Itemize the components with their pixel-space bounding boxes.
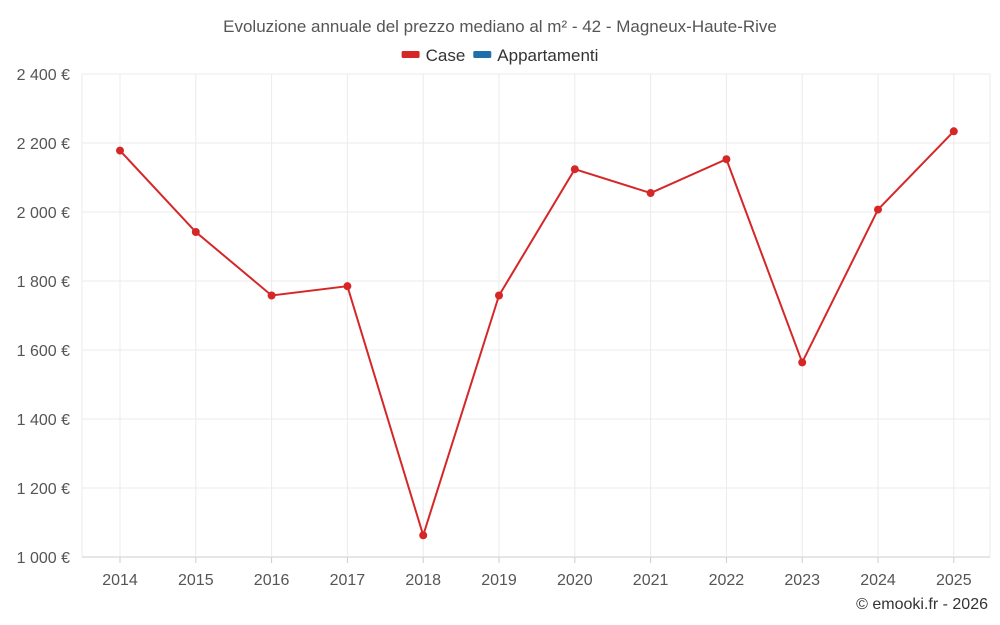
legend-label: Appartamenti xyxy=(497,46,598,65)
data-point[interactable] xyxy=(419,531,428,540)
y-tick-label: 1 400 € xyxy=(17,412,70,429)
chart-title: Evoluzione annuale del prezzo mediano al… xyxy=(223,17,777,36)
legend: Case Appartamenti xyxy=(401,46,598,65)
y-tick-label: 1 600 € xyxy=(17,343,70,360)
x-tick-label: 2024 xyxy=(860,572,896,589)
y-axis: 1 000 € 1 200 € 1 400 € 1 600 € 1 800 € 2 000… xyxy=(17,67,70,567)
data-point[interactable] xyxy=(646,189,655,198)
data-point[interactable] xyxy=(722,155,731,164)
legend-item-case[interactable]: Case xyxy=(401,46,466,65)
data-point[interactable] xyxy=(116,146,124,155)
credit-text: © emooki.fr - 2026 xyxy=(856,596,988,613)
y-tick-label: 2 200 € xyxy=(17,136,70,153)
x-tick-label: 2021 xyxy=(633,572,669,589)
y-tick-label: 2 400 € xyxy=(17,67,70,84)
y-tick-label: 1 800 € xyxy=(17,274,70,291)
x-tick-label: 2025 xyxy=(936,572,972,589)
x-tick-label: 2018 xyxy=(405,572,441,589)
data-point[interactable] xyxy=(267,291,276,300)
y-tick-label: 1 200 € xyxy=(17,481,70,498)
data-point[interactable] xyxy=(570,165,579,174)
y-tick-label: 2 000 € xyxy=(17,205,70,222)
x-tick-label: 2022 xyxy=(709,572,745,589)
x-tick-label: 2019 xyxy=(481,572,517,589)
x-tick-label: 2015 xyxy=(178,572,214,589)
series-layer xyxy=(116,127,958,540)
grid xyxy=(81,73,991,558)
x-tick-label: 2014 xyxy=(102,572,138,589)
data-point[interactable] xyxy=(191,228,200,237)
legend-swatch xyxy=(473,51,492,58)
x-axis: 2014 2015 2016 2017 2018 2019 2020 2021 2022 2023… xyxy=(102,557,972,589)
data-point[interactable] xyxy=(949,127,958,136)
x-tick-label: 2016 xyxy=(254,572,290,589)
data-point[interactable] xyxy=(495,291,503,300)
x-tick-label: 2020 xyxy=(557,572,593,589)
legend-item-appartamenti[interactable]: Appartamenti xyxy=(473,46,598,65)
legend-label: Case xyxy=(426,46,466,65)
data-point[interactable] xyxy=(798,358,807,367)
data-point[interactable] xyxy=(874,205,882,214)
x-tick-label: 2023 xyxy=(784,572,820,589)
y-tick-label: 1 000 € xyxy=(17,550,70,567)
data-point[interactable] xyxy=(343,282,352,291)
series-line-case xyxy=(119,130,955,539)
legend-swatch xyxy=(401,51,420,58)
x-tick-label: 2017 xyxy=(330,572,366,589)
